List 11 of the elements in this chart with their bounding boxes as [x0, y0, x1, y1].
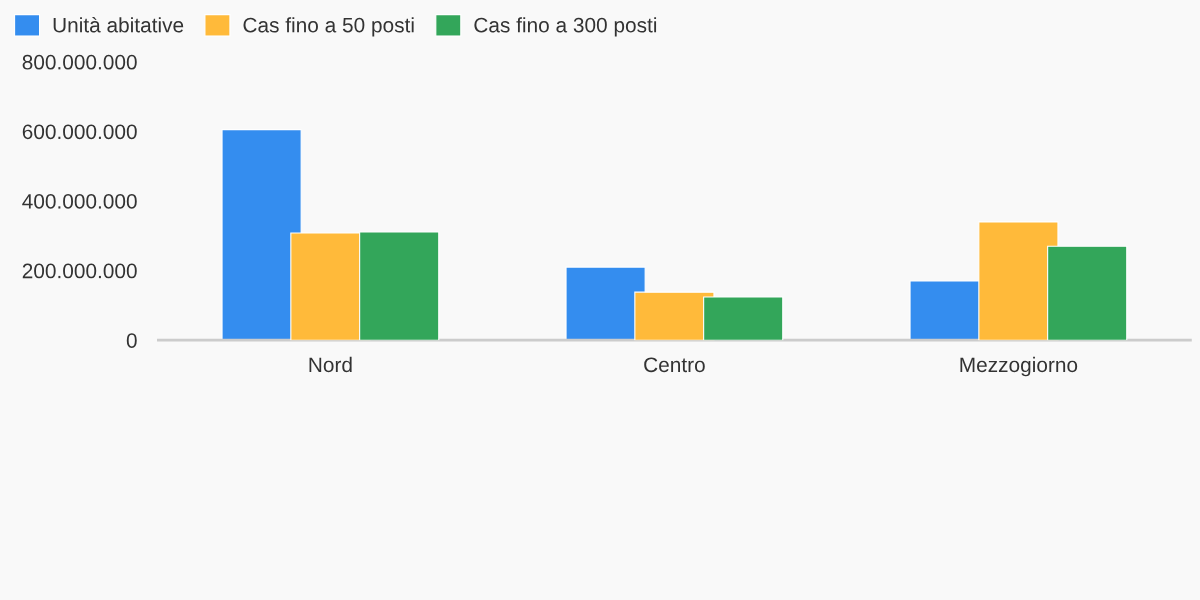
y-tick-label: 400.000.000: [22, 194, 137, 209]
legend-label: Unità abitative: [53, 16, 184, 33]
x-tick-label: Mezzogiorno: [960, 356, 1078, 377]
y-tick-label: 0: [126, 333, 137, 348]
x-tick-label: Nord: [309, 356, 352, 373]
y-tick-label: 600.000.000: [22, 124, 137, 140]
x-tick-label: Centro: [644, 357, 705, 373]
y-tick-label: 800.000.000: [22, 54, 137, 70]
legend-label: Cas fino a 50 posti: [243, 17, 414, 37]
legend-label: Cas fino a 300 posti: [474, 17, 657, 37]
y-tick-label: 200.000.000: [22, 263, 137, 279]
